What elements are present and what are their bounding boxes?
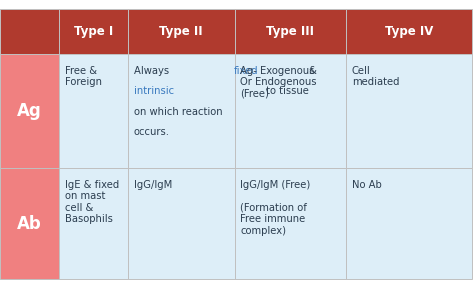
Text: Type II: Type II [159, 25, 203, 38]
Bar [128, 9, 235, 54]
Text: to tissue: to tissue [263, 86, 309, 96]
Text: Cell
mediated: Cell mediated [352, 66, 399, 87]
Text: on which reaction: on which reaction [134, 107, 222, 117]
Text: Always: Always [134, 66, 172, 76]
Bar [235, 9, 346, 54]
Bar [59, 168, 128, 279]
Bar [0, 54, 59, 168]
Bar [346, 168, 472, 279]
Bar [346, 54, 472, 168]
Bar [128, 168, 235, 279]
Text: Free &
Foreign: Free & Foreign [65, 66, 102, 87]
Bar [59, 9, 128, 54]
Text: No Ab: No Ab [352, 180, 382, 190]
Bar [0, 9, 59, 54]
Text: IgE & fixed
on mast
cell &
Basophils: IgE & fixed on mast cell & Basophils [65, 180, 119, 224]
Bar [59, 54, 128, 168]
Bar [235, 168, 346, 279]
Text: Type I: Type I [74, 25, 113, 38]
Text: fixed: fixed [234, 66, 259, 76]
Text: IgG/IgM (Free)

(Formation of
Free immune
complex): IgG/IgM (Free) (Formation of Free immune… [240, 180, 310, 236]
Text: Ag: Ag [17, 102, 42, 120]
Bar [128, 54, 235, 168]
Text: intrinsic: intrinsic [134, 86, 174, 96]
Text: IgG/IgM: IgG/IgM [134, 180, 172, 190]
Text: &: & [306, 66, 317, 76]
Text: Type III: Type III [266, 25, 314, 38]
Bar [0, 168, 59, 279]
Text: occurs.: occurs. [134, 127, 170, 137]
Text: Ag- Exogenous
Or Endogenous
(Free): Ag- Exogenous Or Endogenous (Free) [240, 66, 317, 99]
Text: Type IV: Type IV [384, 25, 433, 38]
Bar [235, 54, 346, 168]
Bar [346, 9, 472, 54]
Text: Ab: Ab [17, 215, 42, 233]
